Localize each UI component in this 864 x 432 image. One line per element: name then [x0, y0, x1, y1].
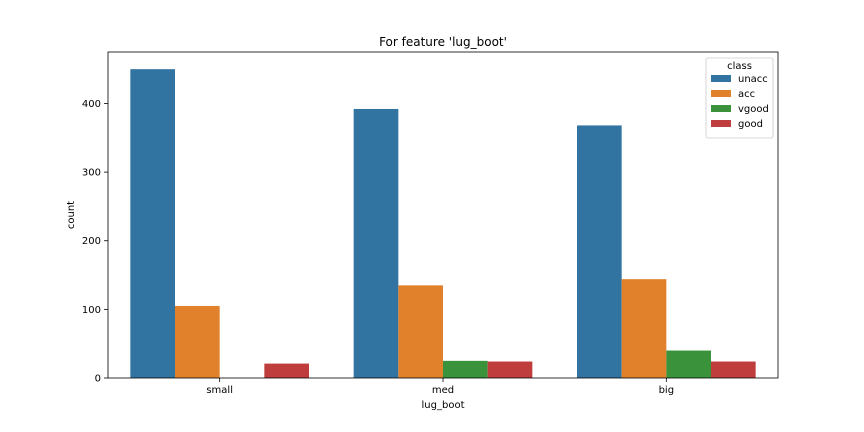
y-axis-label: count	[66, 201, 77, 229]
legend-label-acc: acc	[738, 89, 755, 100]
bar-good-med	[487, 361, 533, 378]
legend-swatch-unacc	[711, 75, 731, 82]
bar-acc-med	[398, 285, 443, 378]
bars-group	[130, 69, 756, 379]
x-axis: small med big	[206, 378, 674, 396]
y-tick-label: 0	[95, 374, 101, 385]
legend: class unacc acc vgood good	[705, 57, 774, 139]
y-tick-label: 100	[82, 305, 101, 316]
bar-good-big	[711, 361, 756, 378]
legend-swatch-vgood	[711, 105, 731, 112]
bar-vgood-big	[666, 350, 711, 378]
bar-acc-big	[621, 279, 667, 378]
x-tick-label-small: small	[206, 385, 233, 396]
x-tick-label-big: big	[659, 385, 674, 396]
bar-unacc-med	[353, 108, 399, 379]
y-tick-label: 200	[82, 236, 101, 247]
legend-swatch-acc	[711, 90, 731, 97]
legend-label-good: good	[738, 119, 763, 130]
bar-unacc-small	[130, 69, 175, 378]
bar-unacc-big	[577, 125, 622, 378]
bar-good-small	[264, 363, 309, 378]
x-tick-label-med: med	[432, 385, 454, 396]
y-axis: 0 100 200 300 400	[82, 99, 108, 385]
chart-title: For feature 'lug_boot'	[379, 35, 507, 49]
legend-title: class	[727, 61, 752, 72]
legend-label-unacc: unacc	[738, 74, 768, 85]
legend-swatch-good	[711, 120, 731, 127]
legend-label-vgood: vgood	[738, 104, 769, 115]
x-axis-label: lug_boot	[422, 400, 465, 411]
y-tick-label: 400	[82, 99, 101, 110]
bar-vgood-med	[443, 360, 488, 378]
y-tick-label: 300	[82, 168, 101, 179]
bar-acc-small	[175, 305, 220, 378]
